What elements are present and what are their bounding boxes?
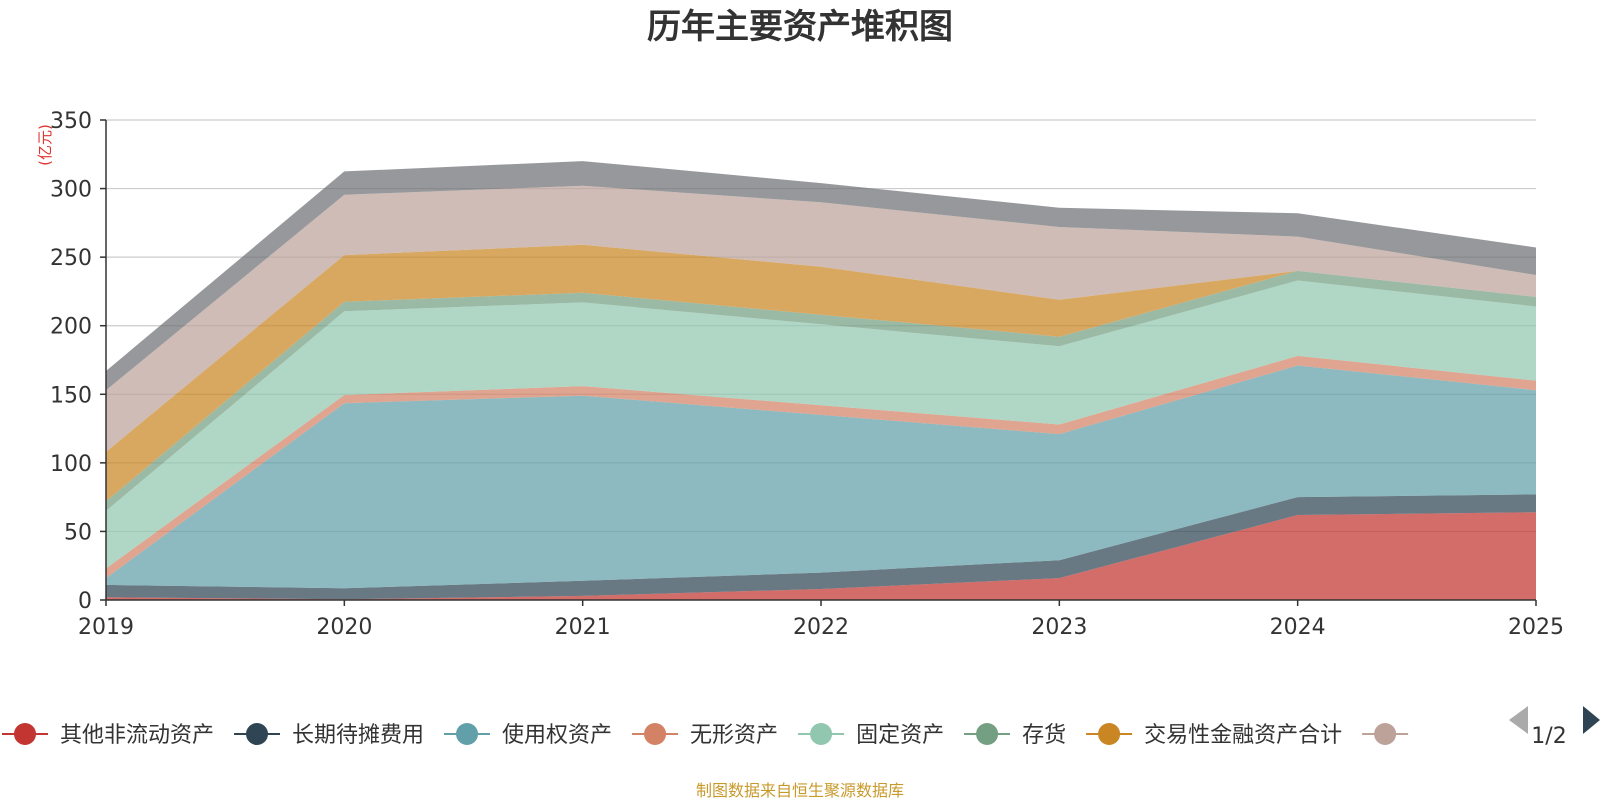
area-series-5[interactable] (106, 270, 1536, 511)
y-tick-label: 250 (50, 246, 92, 271)
legend-item[interactable]: 无形资产 (632, 723, 778, 748)
area-series-6[interactable] (106, 244, 1536, 502)
legend-item-partial[interactable] (1362, 723, 1409, 745)
legend-marker-icon (14, 723, 36, 745)
legend-item[interactable]: 使用权资产 (444, 723, 612, 748)
legend-item[interactable]: 交易性金融资产合计 (1086, 723, 1342, 748)
x-tick-label: 2022 (793, 615, 849, 640)
legend-label: 长期待摊费用 (292, 723, 424, 748)
legend-label: 交易性金融资产合计 (1144, 723, 1342, 748)
legend-item[interactable]: 固定资产 (798, 723, 944, 748)
legend-next-icon[interactable] (1583, 706, 1600, 734)
legend-marker-icon (1098, 723, 1121, 745)
y-tick-label: 0 (78, 589, 92, 614)
y-tick-label: 100 (50, 452, 92, 477)
axes: 0 50 100 150 200 250 300 350 2019 2020 2021 2022 202… (50, 109, 1564, 640)
legend-item[interactable]: 其他非流动资产 (2, 723, 214, 748)
x-tick-label: 2021 (555, 615, 611, 640)
legend-marker-icon (456, 723, 479, 745)
legend-label: 其他非流动资产 (60, 723, 214, 748)
legend-marker-icon (246, 723, 269, 745)
legend-marker-icon (1374, 723, 1397, 745)
area-series-2[interactable] (106, 365, 1536, 589)
legend-label: 存货 (1022, 723, 1066, 748)
area-series-7[interactable] (106, 185, 1536, 452)
x-tick-label: 2025 (1508, 615, 1564, 640)
x-tick-label: 2024 (1270, 615, 1326, 640)
area-series-0[interactable] (106, 512, 1536, 600)
chart-title: 历年主要资产堆积图 (647, 7, 953, 47)
area-series-8[interactable] (106, 161, 1536, 391)
legend-label: 固定资产 (856, 723, 944, 748)
legend-page-label: 1/2 (1531, 724, 1566, 749)
y-tick-label: 300 (50, 178, 92, 203)
y-tick-label: 200 (50, 315, 92, 340)
x-tick-label: 2023 (1031, 615, 1087, 640)
legend-label: 无形资产 (690, 723, 778, 748)
legend-marker-icon (976, 723, 999, 745)
legend-pager[interactable]: 1/2 (1509, 706, 1600, 749)
y-tick-label: 50 (64, 520, 92, 545)
x-tick-label: 2020 (316, 615, 372, 640)
legend-label: 使用权资产 (502, 723, 612, 748)
legend-marker-icon (644, 723, 667, 745)
area-series-4[interactable] (106, 280, 1536, 569)
legend-prev-icon[interactable] (1509, 706, 1528, 734)
y-tick-label: 150 (50, 383, 92, 408)
legend[interactable]: 其他非流动资产 长期待摊费用 使用权资产 无形资产 固定资产 存货 交易性金融资产合计 (2, 723, 1409, 748)
area-series-1[interactable] (106, 494, 1536, 600)
legend-item[interactable]: 存货 (964, 723, 1066, 748)
x-tick-label: 2019 (78, 615, 134, 640)
y-tick-label: 350 (50, 109, 92, 134)
area-series (106, 161, 1536, 600)
data-source-note: 制图数据来自恒生聚源数据库 (696, 781, 904, 800)
legend-marker-icon (810, 723, 833, 745)
y-axis-unit: (亿元) (36, 124, 54, 166)
legend-item[interactable]: 长期待摊费用 (234, 723, 424, 748)
